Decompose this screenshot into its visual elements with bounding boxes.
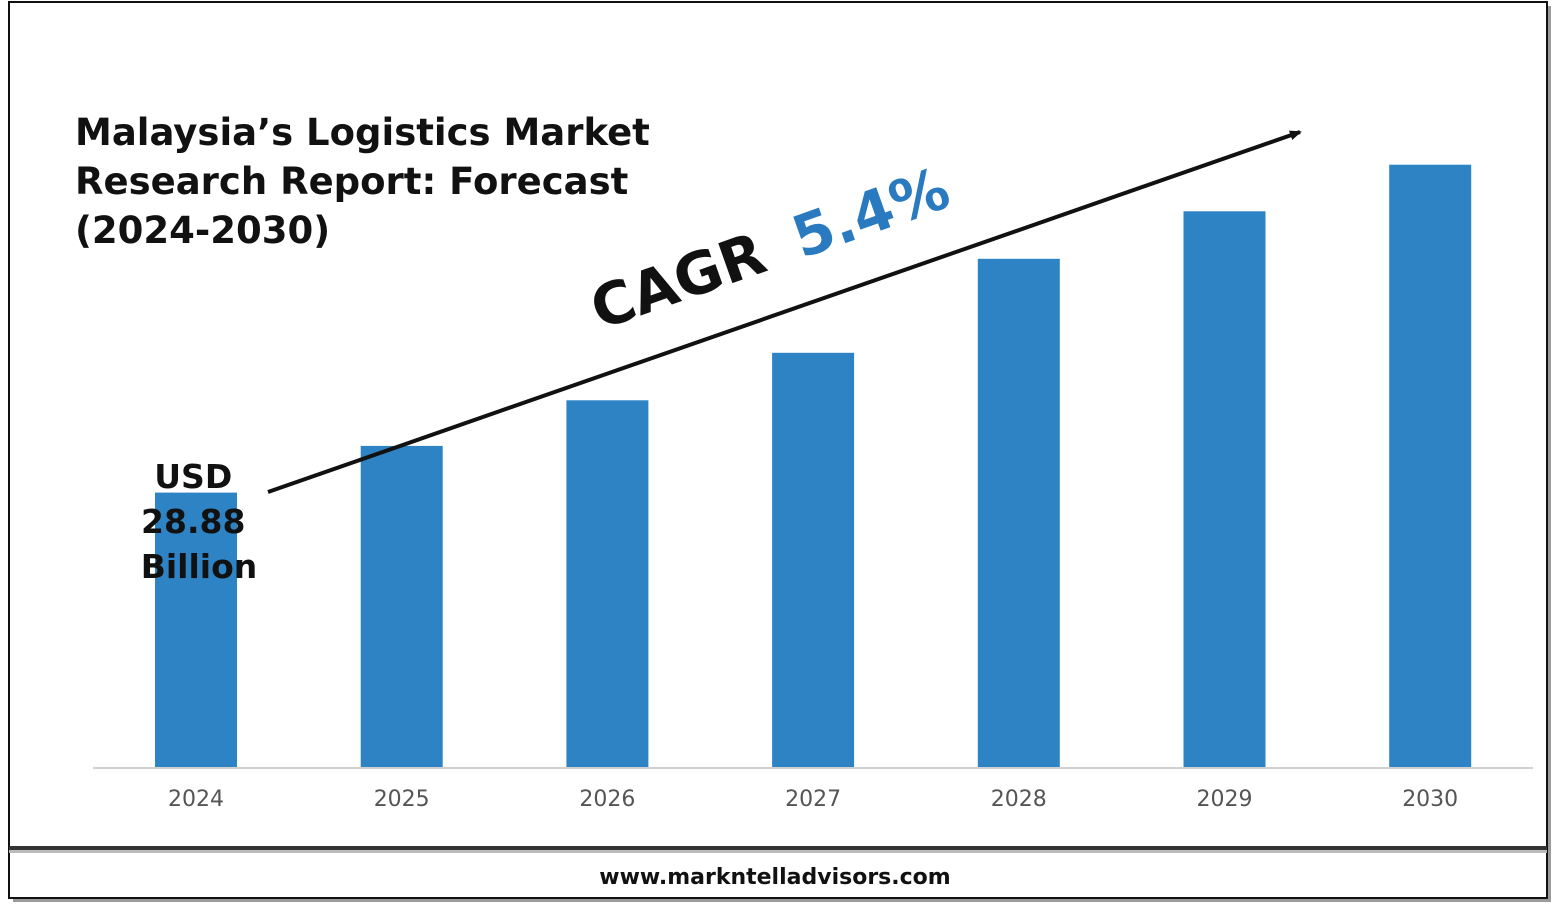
x-tick-2029: 2029: [1197, 787, 1253, 812]
growth-arrow: [267, 130, 1302, 494]
chart-title-line-3: (2024-2030): [75, 209, 330, 252]
chart-title: Malaysia’s Logistics Market Research Rep…: [75, 111, 663, 252]
footer-separator: [9, 846, 1547, 850]
bars-group: [155, 164, 1472, 768]
bar-2029: [1183, 211, 1266, 768]
bar-2030: [1389, 164, 1472, 767]
footer-separator-shadow: [9, 850, 1547, 853]
first-value-label-line-3: Billion: [141, 547, 258, 586]
bar-2028: [977, 258, 1060, 768]
x-tick-labels: 2024 2025 2026 2027 2028 2029 2030: [168, 787, 1458, 812]
first-value-label: USD 28.88 Billion: [141, 457, 258, 586]
x-tick-2025: 2025: [374, 787, 430, 812]
x-tick-2024: 2024: [168, 787, 224, 812]
x-tick-2026: 2026: [579, 787, 635, 812]
bar-2027: [772, 352, 855, 767]
first-value-label-line-2: 28.88: [141, 502, 245, 541]
bar-2025: [360, 445, 443, 767]
first-value-label-line-1: USD: [154, 457, 232, 496]
x-tick-2030: 2030: [1402, 787, 1458, 812]
x-tick-2027: 2027: [785, 787, 841, 812]
bar-2026: [566, 400, 649, 767]
chart-title-line-1: Malaysia’s Logistics Market: [75, 111, 650, 154]
x-tick-2028: 2028: [991, 787, 1047, 812]
bar-2024: [155, 492, 237, 767]
footer-website[interactable]: www.markntelladvisors.com: [599, 865, 950, 890]
chart-title-line-2: Research Report: Forecast: [75, 160, 628, 203]
